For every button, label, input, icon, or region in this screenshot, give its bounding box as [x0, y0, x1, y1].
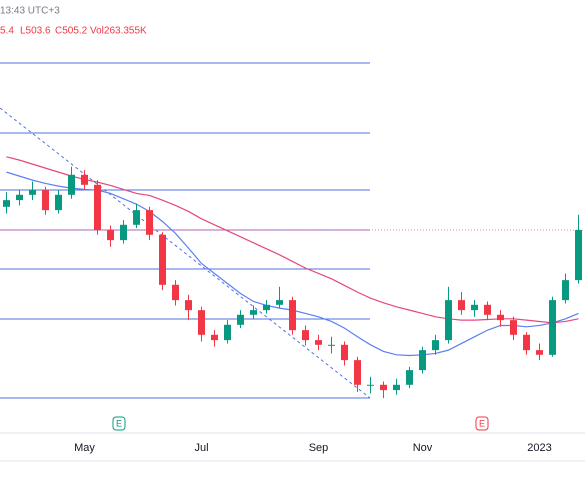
event-box: [475, 416, 489, 431]
candle-body: [276, 300, 283, 305]
candle-body: [107, 230, 114, 241]
candle-body: [536, 350, 543, 355]
candle-body: [224, 324, 231, 341]
candle-body: [432, 340, 439, 351]
x-tick-label: Sep: [309, 442, 329, 454]
candle-body: [497, 314, 504, 321]
candle-body: [3, 200, 10, 207]
candle-body: [42, 190, 49, 211]
candle-body: [55, 194, 62, 211]
candle-body: [263, 304, 270, 311]
moving-average: [6, 156, 579, 324]
candle-body: [575, 230, 582, 281]
candle-body: [289, 300, 296, 331]
candle-body: [328, 344, 335, 346]
candle-body: [484, 304, 491, 315]
event-box: [112, 416, 126, 431]
candle-body: [146, 210, 153, 235]
event-label: E: [479, 418, 485, 428]
candle-body: [510, 320, 517, 335]
candle-body: [133, 210, 140, 225]
legend-close: C505.2: [55, 26, 88, 37]
x-tick-label: Jul: [194, 442, 208, 454]
legend-volume: Vol263.355K: [90, 26, 147, 37]
candle-body: [562, 280, 569, 301]
candle-body: [471, 304, 478, 311]
candle-body: [172, 284, 179, 301]
candle-body: [94, 184, 101, 231]
candle-body: [68, 174, 75, 195]
event-label: E: [116, 418, 122, 428]
trend-line: [0, 107, 371, 399]
candle-body: [302, 330, 309, 341]
candle-body: [549, 300, 556, 355]
candle-body: [211, 334, 218, 341]
candle-body: [458, 300, 465, 311]
legend-low: L503.6: [20, 26, 51, 37]
candle-body: [380, 384, 387, 391]
x-tick-label: May: [74, 442, 95, 454]
candle-body: [419, 350, 426, 371]
candle-body: [185, 300, 192, 311]
x-tick-label: Nov: [413, 442, 433, 454]
candle-body: [393, 384, 400, 391]
event-marker[interactable]: E: [112, 416, 126, 431]
candle-body: [81, 174, 88, 185]
legend-open: 5.4: [0, 26, 14, 37]
candle-body: [406, 370, 413, 385]
candle-body: [29, 190, 36, 195]
event-marker[interactable]: E: [475, 416, 489, 431]
candle-body: [250, 310, 257, 315]
candle-body: [315, 340, 322, 345]
x-tick-label: 2023: [527, 442, 551, 454]
candle-body: [237, 314, 244, 325]
candle-body: [120, 224, 127, 241]
candle-body: [341, 344, 348, 361]
candle-body: [159, 234, 166, 285]
candle-body: [367, 384, 374, 386]
candle-body: [523, 334, 530, 351]
time: 13:43 UTC+3: [0, 6, 60, 17]
candle-body: [16, 194, 23, 201]
candle-body: [445, 300, 452, 341]
candle-body: [354, 360, 361, 385]
candle-body: [198, 310, 205, 335]
